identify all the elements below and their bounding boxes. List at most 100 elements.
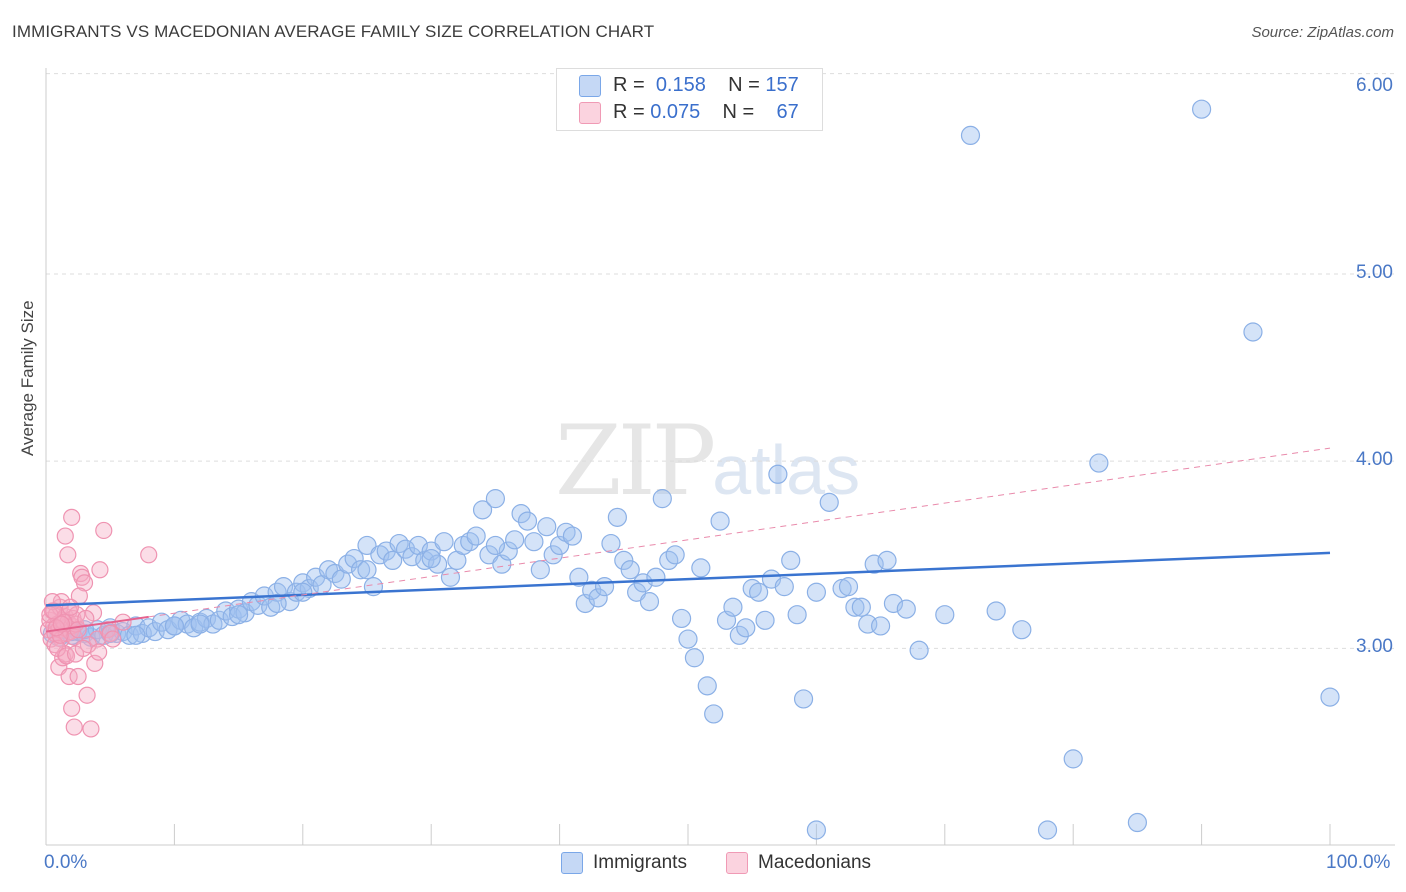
point-immigrants-122 (845, 597, 865, 617)
point-immigrants-26 (209, 610, 229, 630)
y-axis-label: Average Family Size (18, 300, 37, 456)
point-immigrants-132 (960, 125, 981, 146)
point-immigrants-48 (350, 560, 371, 580)
chart-title: IMMIGRANTS VS MACEDONIAN AVERAGE FAMILY … (12, 22, 655, 41)
x-tick-label-max: 100.0% (1326, 852, 1391, 873)
point-immigrants-74 (517, 511, 538, 531)
legend-n-label: N = (728, 74, 760, 96)
point-immigrants-110 (749, 582, 769, 602)
point-macedonians-65 (74, 639, 92, 658)
point-immigrants-91 (627, 582, 647, 602)
trend-lines (45, 447, 1331, 633)
point-macedonians-40 (86, 654, 104, 672)
legend-n-value-macedonians: 67 (776, 101, 799, 123)
point-immigrants-111 (755, 610, 775, 630)
point-immigrants-136 (1243, 322, 1263, 342)
point-macedonians-46 (104, 630, 122, 648)
point-macedonians-64 (61, 598, 79, 616)
point-immigrants-66 (466, 526, 486, 546)
y-tick-label-2: 5.00 (1356, 261, 1393, 283)
point-immigrants-56 (402, 547, 422, 567)
y-tick-label-3: 6.00 (1356, 74, 1393, 96)
point-immigrants-103 (704, 704, 724, 724)
point-immigrants-78 (543, 545, 563, 565)
axes (45, 68, 1395, 846)
point-immigrants-142 (1012, 620, 1032, 640)
point-immigrants-117 (793, 689, 814, 709)
point-immigrants-119 (819, 492, 839, 512)
legend-row-immigrants: R = 0.158 N = 157 (579, 74, 799, 100)
legend-n-value-immigrants: 157 (765, 74, 799, 96)
source-label: Source: ZipAtlas.com (1251, 24, 1394, 41)
bottom-legend-immigrants: Immigrants (561, 852, 687, 874)
point-immigrants-145 (357, 560, 377, 580)
point-immigrants-133 (1063, 749, 1083, 769)
point-macedonians-39 (82, 720, 100, 738)
point-immigrants-95 (652, 489, 672, 509)
point-macedonians-34 (69, 667, 87, 686)
point-immigrants-106 (723, 597, 743, 617)
point-immigrants-87 (601, 533, 621, 554)
legend-r-value-immigrants: 0.158 (655, 74, 706, 96)
point-immigrants-125 (864, 554, 884, 574)
point-immigrants-148 (164, 616, 184, 636)
point-immigrants-131 (935, 605, 955, 625)
point-macedonians-37 (75, 574, 94, 592)
point-immigrants-140 (1127, 812, 1148, 833)
point-immigrants-69 (485, 489, 505, 509)
point-immigrants-130 (909, 640, 929, 660)
y-tick-label-0: 3.00 (1356, 636, 1393, 658)
point-immigrants-135 (1191, 99, 1212, 119)
point-immigrants-93 (639, 592, 660, 612)
point-immigrants-97 (665, 545, 685, 565)
point-immigrants-152 (126, 625, 146, 645)
point-immigrants-137 (1320, 687, 1340, 707)
legend-r-label: R = (613, 101, 645, 123)
point-immigrants-101 (691, 558, 711, 578)
point-macedonians-32 (63, 699, 81, 717)
point-macedonians-42 (91, 561, 109, 579)
point-immigrants-153 (190, 614, 210, 634)
bottom-legend-label-macedonians: Macedonians (758, 852, 872, 874)
point-macedonians-43 (95, 521, 113, 540)
point-immigrants-143 (485, 535, 505, 556)
point-immigrants-94 (646, 567, 666, 587)
legend-r-value-macedonians: 0.075 (650, 101, 701, 123)
point-immigrants-84 (582, 580, 602, 600)
point-immigrants-144 (421, 548, 441, 569)
bottom-legend-label-immigrants: Immigrants (593, 852, 687, 874)
point-macedonians-59 (140, 546, 158, 564)
point-immigrants-85 (588, 588, 608, 608)
legend-r-label: R = (613, 74, 645, 96)
trend-line-macedonians-solid (45, 615, 149, 633)
point-immigrants-53 (383, 550, 403, 571)
point-immigrants-61 (434, 532, 454, 552)
point-immigrants-49 (357, 535, 377, 556)
point-immigrants-72 (505, 530, 525, 550)
data-points (39, 99, 1340, 840)
trend-line-immigrants (45, 551, 1331, 607)
point-immigrants-62 (440, 567, 461, 587)
point-immigrants-146 (293, 582, 313, 602)
trend-line-macedonians-dashed (148, 447, 1331, 618)
point-immigrants-47 (344, 548, 364, 569)
point-immigrants-55 (395, 539, 416, 559)
point-macedonians-57 (90, 643, 108, 661)
point-immigrants-73 (511, 504, 531, 524)
point-immigrants-100 (684, 648, 705, 668)
point-macedonians-61 (45, 602, 63, 620)
point-immigrants-99 (678, 629, 698, 649)
point-immigrants-134 (1089, 453, 1109, 473)
point-immigrants-76 (530, 560, 550, 580)
point-immigrants-108 (736, 618, 756, 638)
point-immigrants-77 (537, 517, 557, 537)
bottom-legend-swatch-macedonians (726, 852, 748, 874)
point-immigrants-68 (479, 545, 499, 565)
point-immigrants-147 (229, 605, 249, 625)
point-immigrants-86 (594, 577, 615, 597)
correlation-legend: R = 0.158 N = 157 R = 0.075 N = 67 (556, 68, 823, 131)
legend-swatch-macedonians (579, 101, 601, 124)
point-immigrants-123 (851, 597, 871, 617)
x-tick-label-min: 0.0% (44, 852, 88, 873)
bottom-legend-swatch-immigrants (561, 852, 583, 874)
